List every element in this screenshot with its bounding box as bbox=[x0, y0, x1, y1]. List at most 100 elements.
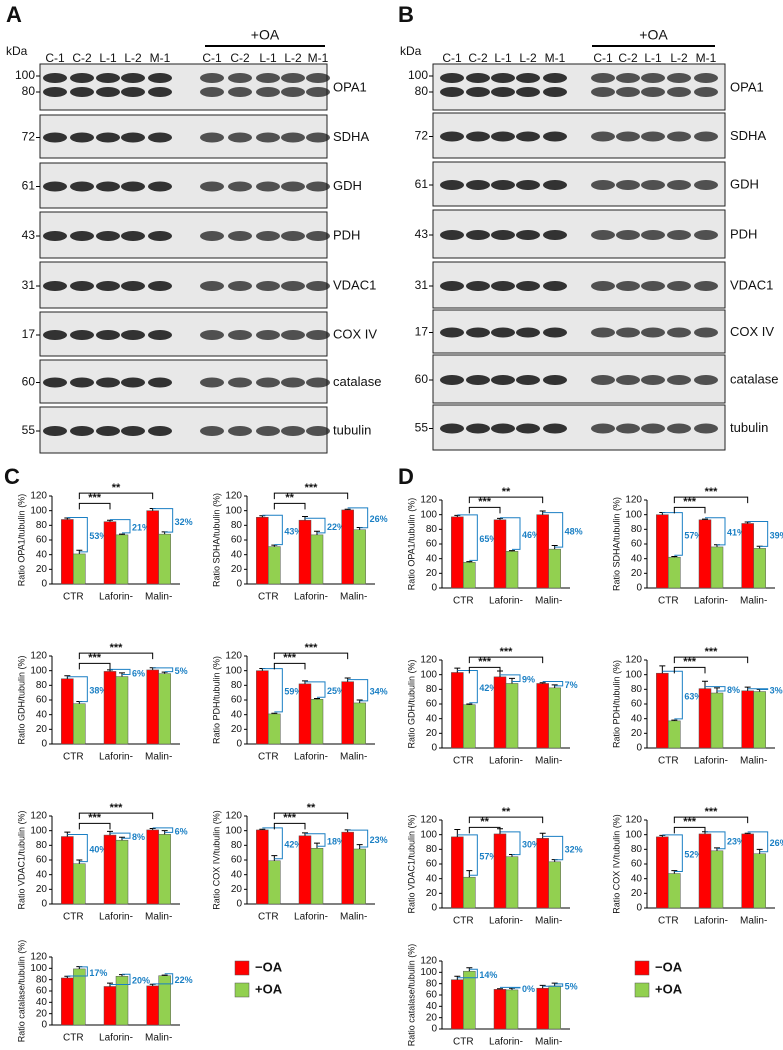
protein-label: COX IV bbox=[333, 326, 377, 341]
significance-bracket bbox=[78, 652, 154, 660]
bar bbox=[298, 519, 312, 585]
change-bracket bbox=[152, 827, 174, 833]
y-tick-label: 60 bbox=[631, 539, 643, 550]
y-tick-label: 0 bbox=[41, 1020, 47, 1031]
lane-label: L-1 bbox=[494, 51, 512, 65]
blot-band bbox=[121, 281, 145, 291]
blot-band bbox=[200, 87, 224, 97]
change-bracket bbox=[262, 827, 283, 860]
error-bar bbox=[671, 555, 678, 558]
change-bracket bbox=[500, 831, 521, 856]
blot-band bbox=[516, 131, 540, 142]
bar bbox=[353, 529, 366, 585]
blot-band bbox=[591, 230, 615, 240]
protein-label: PDH bbox=[333, 227, 360, 242]
blot-band bbox=[491, 131, 515, 142]
blot-band bbox=[616, 180, 640, 190]
blot-band bbox=[306, 132, 330, 143]
blot-band bbox=[641, 423, 665, 434]
significance-label: *** bbox=[683, 816, 697, 828]
mw-marker: 100 bbox=[15, 68, 35, 82]
change-label: 5% bbox=[175, 666, 188, 676]
error-bar bbox=[259, 828, 266, 830]
blot-band bbox=[228, 181, 252, 192]
change-label: 3% bbox=[770, 686, 783, 696]
change-bracket bbox=[152, 667, 174, 673]
blot-band bbox=[667, 423, 691, 434]
change-bracket bbox=[110, 668, 131, 676]
blot-band bbox=[281, 426, 305, 436]
change-label: 21% bbox=[132, 523, 150, 533]
lane-label: L-1 bbox=[644, 51, 662, 65]
y-tick-label: 100 bbox=[625, 829, 642, 840]
significance-bracket bbox=[673, 666, 706, 674]
blot-band bbox=[121, 181, 145, 192]
significance-label: ** bbox=[502, 486, 511, 498]
y-tick-label: 40 bbox=[231, 869, 243, 880]
y-tick-label: 40 bbox=[426, 873, 438, 884]
y-tick-label: 0 bbox=[236, 739, 242, 750]
x-tick-label: Malin- bbox=[340, 592, 367, 603]
x-tick-label: Laforin- bbox=[99, 592, 133, 603]
lane-label: C-1 bbox=[45, 51, 65, 65]
change-bracket bbox=[500, 517, 521, 550]
protein-label: VDAC1 bbox=[333, 277, 376, 292]
change-label: 8% bbox=[132, 832, 145, 842]
x-tick-label: Laforin- bbox=[99, 1033, 133, 1044]
blot-band bbox=[440, 423, 464, 434]
lane-label: L-1 bbox=[259, 51, 277, 65]
change-bracket bbox=[347, 507, 369, 529]
blot-band bbox=[306, 231, 330, 241]
change-bracket bbox=[457, 669, 478, 704]
change-label: 26% bbox=[370, 514, 388, 524]
y-tick-label: 100 bbox=[30, 825, 47, 836]
mw-marker: 17 bbox=[415, 325, 429, 339]
blot-band bbox=[306, 73, 330, 83]
blot-band bbox=[491, 73, 515, 83]
bar bbox=[353, 702, 366, 745]
bar bbox=[103, 986, 117, 1026]
error-bar bbox=[454, 514, 461, 517]
mw-marker: 55 bbox=[22, 423, 36, 437]
blot-band bbox=[667, 180, 691, 190]
blot-band bbox=[694, 327, 718, 338]
bar bbox=[710, 850, 724, 909]
blot-band bbox=[148, 231, 172, 241]
error-bar bbox=[539, 682, 546, 684]
y-tick-label: 20 bbox=[231, 724, 243, 735]
bar bbox=[310, 534, 324, 585]
blot-band bbox=[281, 330, 305, 340]
blot-band bbox=[440, 375, 464, 385]
treatment-label: +OA bbox=[639, 27, 668, 43]
protein-label: SDHA bbox=[730, 128, 766, 143]
blot-band bbox=[148, 281, 172, 291]
blot-band bbox=[228, 426, 252, 436]
x-tick-label: Malin- bbox=[145, 592, 172, 603]
y-tick-label: 120 bbox=[30, 811, 47, 822]
bar bbox=[463, 704, 476, 749]
blot-band bbox=[96, 181, 120, 192]
blot-band bbox=[148, 73, 172, 83]
blot-band bbox=[200, 426, 224, 436]
blot-band bbox=[591, 87, 615, 97]
lane-label: L-2 bbox=[670, 51, 688, 65]
blot-band bbox=[641, 180, 665, 190]
blot-band bbox=[256, 181, 280, 192]
y-tick-label: 20 bbox=[231, 884, 243, 895]
bar bbox=[310, 699, 324, 745]
bar bbox=[753, 691, 766, 749]
y-tick-label: 120 bbox=[420, 655, 437, 666]
bar bbox=[505, 683, 519, 749]
blot-band bbox=[256, 330, 280, 340]
y-tick-label: 80 bbox=[426, 844, 438, 855]
change-label: 34% bbox=[370, 687, 388, 697]
bar bbox=[61, 836, 74, 905]
blot-band bbox=[256, 87, 280, 97]
blot-band bbox=[543, 423, 567, 434]
blot-band bbox=[200, 181, 224, 192]
significance-bracket bbox=[468, 656, 544, 664]
y-tick-label: 120 bbox=[420, 495, 437, 506]
bar bbox=[741, 523, 754, 589]
y-tick-label: 60 bbox=[36, 535, 48, 546]
blot-band bbox=[281, 87, 305, 97]
